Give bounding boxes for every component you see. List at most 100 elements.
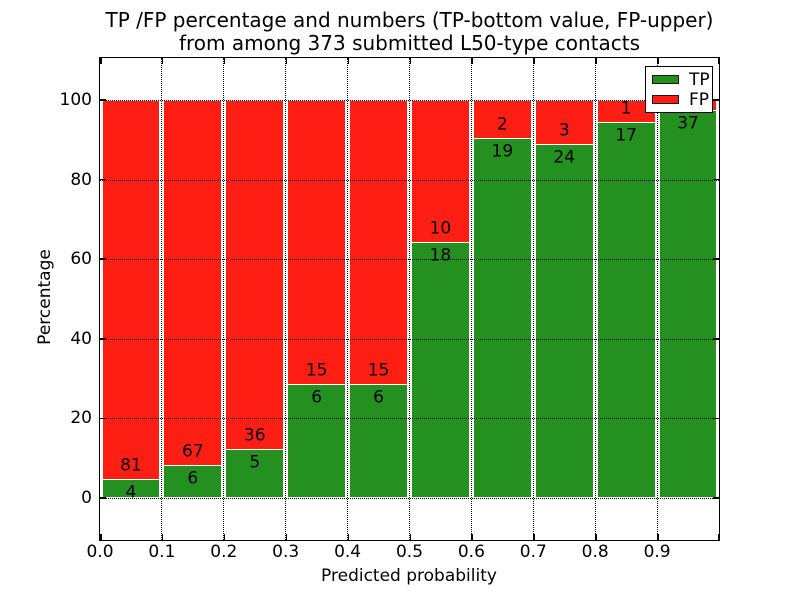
bar-tp-segment bbox=[287, 384, 347, 498]
fp-count-label: 15 bbox=[305, 360, 328, 381]
bar-fp-segment bbox=[101, 100, 161, 480]
bar-tp-segment bbox=[472, 137, 532, 498]
fp-count-label: 81 bbox=[120, 455, 142, 476]
x-tick-label: 0.0 bbox=[86, 542, 114, 562]
y-tick-mark bbox=[100, 338, 106, 340]
y-tick-label: 40 bbox=[70, 328, 92, 349]
y-tick-label: 20 bbox=[70, 408, 92, 429]
bar-tp-segment bbox=[658, 110, 718, 498]
plot-area: 81 4 67 6 36 5 15 6 15 6 10 18 2 19 3 24 1 17 37 bbox=[100, 58, 719, 540]
gridline-horizontal bbox=[100, 498, 719, 499]
x-tick-mark bbox=[717, 58, 719, 64]
bar-fp-segment bbox=[349, 100, 408, 385]
x-tick-label: 0.6 bbox=[457, 542, 485, 562]
gridline-vertical bbox=[594, 58, 596, 540]
x-tick-mark bbox=[223, 534, 226, 540]
y-tick-mark bbox=[713, 497, 719, 499]
bar-tp-segment bbox=[101, 479, 161, 498]
x-tick-mark bbox=[285, 58, 288, 64]
tp-count-label: 18 bbox=[429, 245, 452, 266]
bar-tp-segment bbox=[163, 465, 223, 498]
bar-fp-segment bbox=[411, 100, 470, 243]
bar-fp-segment bbox=[163, 100, 223, 466]
legend: TP FP bbox=[645, 66, 713, 113]
fp-count-label: 1 bbox=[620, 98, 632, 119]
gridline-vertical bbox=[470, 58, 472, 540]
x-tick-mark bbox=[471, 58, 473, 64]
tp-legend-swatch bbox=[652, 75, 679, 84]
tp-count-label: 19 bbox=[491, 141, 514, 162]
x-tick-label: 0.9 bbox=[643, 542, 671, 562]
y-tick-mark bbox=[713, 258, 719, 260]
y-tick-mark bbox=[100, 258, 106, 260]
gridline-vertical bbox=[532, 58, 534, 540]
gridline-horizontal bbox=[100, 100, 719, 101]
bar-tp-segment bbox=[534, 144, 594, 498]
y-tick-mark bbox=[713, 178, 719, 181]
fp-count-label: 36 bbox=[243, 425, 266, 446]
gridline-vertical bbox=[347, 58, 349, 540]
x-tick-label: 0.5 bbox=[395, 542, 424, 562]
bar-fp-segment bbox=[534, 100, 594, 145]
legend-item-tp: TP bbox=[646, 69, 712, 90]
tp-count-label: 37 bbox=[677, 113, 699, 134]
x-tick-mark bbox=[100, 534, 102, 540]
y-tick-mark bbox=[713, 338, 719, 340]
bar-tp-segment bbox=[225, 449, 285, 498]
bar-fp-segment bbox=[472, 100, 532, 138]
fp-count-label: 2 bbox=[496, 114, 508, 135]
bar-tp-segment bbox=[596, 122, 656, 498]
gridline-vertical bbox=[223, 58, 225, 540]
x-tick-label: 0.8 bbox=[581, 542, 609, 562]
x-tick-mark bbox=[285, 534, 288, 540]
x-tick-label: 0.3 bbox=[272, 542, 300, 562]
bar-fp-segment bbox=[287, 100, 347, 385]
x-tick-mark bbox=[717, 534, 719, 540]
x-tick-mark bbox=[223, 58, 226, 64]
fp-legend-swatch bbox=[652, 95, 679, 104]
x-tick-mark bbox=[100, 58, 102, 64]
gridline-horizontal bbox=[100, 338, 719, 340]
x-tick-mark bbox=[595, 58, 597, 64]
x-tick-mark bbox=[533, 58, 535, 64]
x-tick-mark bbox=[533, 534, 535, 540]
fp-legend-label: FP bbox=[689, 89, 710, 110]
fp-count-label: 67 bbox=[182, 441, 204, 462]
y-tick-mark bbox=[100, 417, 106, 420]
gridline-vertical bbox=[409, 58, 410, 540]
chart-title-line1: TP /FP percentage and numbers (TP-bottom… bbox=[105, 8, 714, 32]
x-tick-mark bbox=[471, 534, 473, 540]
x-tick-mark bbox=[657, 58, 659, 64]
bar-tp-segment bbox=[411, 242, 470, 498]
x-tick-mark bbox=[347, 534, 350, 540]
x-tick-mark bbox=[595, 534, 597, 540]
gridline-horizontal bbox=[100, 179, 719, 181]
x-tick-mark bbox=[347, 58, 350, 64]
x-axis-label: Predicted probability bbox=[321, 566, 497, 586]
tp-legend-label: TP bbox=[689, 69, 710, 90]
x-tick-label: 0.7 bbox=[519, 542, 547, 562]
x-tick-mark bbox=[657, 534, 659, 540]
y-tick-mark bbox=[100, 497, 106, 499]
x-tick-mark bbox=[161, 58, 164, 64]
gridline-horizontal bbox=[100, 259, 719, 261]
y-tick-mark bbox=[100, 178, 106, 181]
x-tick-mark bbox=[161, 534, 164, 540]
x-tick-label: 0.4 bbox=[334, 542, 362, 562]
tp-count-label: 24 bbox=[553, 147, 576, 168]
y-tick-label: 100 bbox=[59, 90, 92, 110]
fp-count-label: 3 bbox=[558, 120, 570, 141]
y-tick-label: 0 bbox=[81, 488, 92, 508]
chart-title: TP /FP percentage and numbers (TP-bottom… bbox=[100, 9, 719, 55]
x-tick-mark bbox=[409, 58, 411, 64]
tp-count-label: 5 bbox=[249, 452, 261, 473]
tp-count-label: 4 bbox=[125, 482, 137, 503]
tp-count-label: 6 bbox=[373, 387, 384, 408]
legend-item-fp: FP bbox=[646, 89, 712, 110]
gridline-vertical bbox=[161, 58, 163, 540]
y-tick-mark bbox=[713, 99, 719, 101]
tp-count-label: 17 bbox=[615, 125, 637, 146]
y-tick-label: 60 bbox=[70, 249, 92, 270]
